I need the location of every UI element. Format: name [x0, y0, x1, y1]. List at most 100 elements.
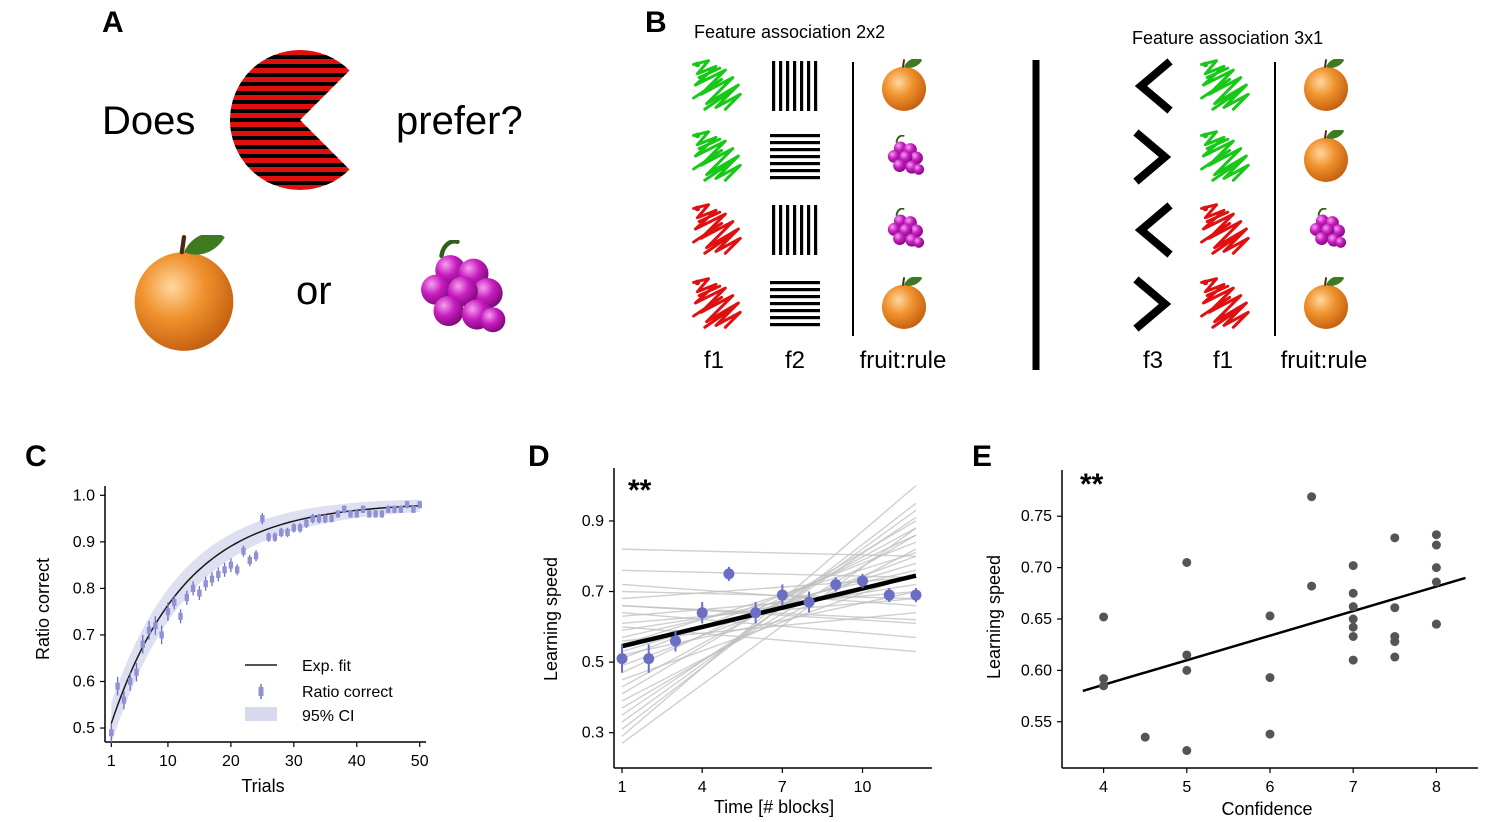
data-point — [1348, 631, 1358, 641]
pacman-creature-icon — [230, 50, 350, 190]
chart-c-ytick-label: 0.6 — [73, 673, 95, 690]
orange-icon — [1302, 277, 1350, 330]
data-point — [830, 578, 842, 590]
data-point — [115, 682, 120, 690]
right-table — [1133, 58, 1350, 332]
chart-e-ytick-label: 0.75 — [1021, 508, 1052, 525]
data-point — [291, 524, 297, 532]
chart-d-xtick-label: 10 — [854, 779, 872, 796]
data-point — [234, 566, 240, 574]
data-point — [348, 510, 353, 518]
or-label: or — [296, 269, 332, 313]
vertical-grating-icon — [772, 61, 818, 111]
panel-letter-c: C — [25, 440, 47, 473]
chart-c-ytick-label: 1.0 — [73, 487, 95, 504]
chevron-right-icon — [1133, 276, 1172, 332]
data-point — [109, 729, 114, 737]
legend-ratio-label: Ratio correct — [302, 684, 393, 701]
left-table-title: Feature association 2x2 — [694, 22, 885, 42]
data-point — [266, 533, 271, 541]
panel-a: A Does prefer? or — [102, 6, 523, 351]
chart-e-xtick-label: 4 — [1099, 779, 1108, 796]
f1-scribble-green-icon — [1200, 59, 1250, 111]
data-point — [616, 653, 628, 665]
chart-c-ylabel: Ratio correct — [33, 558, 53, 660]
subject-line — [621, 569, 916, 579]
chart-d-ytick-label: 0.9 — [582, 513, 604, 530]
data-point — [310, 515, 315, 523]
data-point — [335, 510, 341, 518]
data-point — [1390, 652, 1400, 662]
horizontal-grating-icon — [770, 134, 820, 180]
chart-c-xtick-label: 20 — [222, 753, 240, 770]
panel-letter-e: E — [972, 440, 992, 473]
chevron-right-icon — [1133, 129, 1172, 185]
data-point — [253, 552, 259, 560]
chart-c-ytick-label: 0.5 — [73, 720, 95, 737]
data-point — [323, 515, 328, 523]
chart-e-significance: ** — [1080, 468, 1104, 501]
data-point — [1348, 602, 1358, 612]
data-point — [197, 589, 202, 597]
data-point — [190, 584, 196, 592]
data-point — [1182, 650, 1192, 660]
chart-e-ytick-label: 0.60 — [1021, 662, 1052, 679]
chart-c-xtick-label: 50 — [411, 753, 429, 770]
chart-c-xtick-label: 10 — [159, 753, 177, 770]
chart-d-significance: ** — [628, 474, 652, 507]
data-point — [696, 607, 708, 619]
panel-d: D 1 4 7 10 0.3 0.5 0.7 0.9 ** Time [# blocks] L… — [528, 440, 932, 817]
data-point — [373, 510, 378, 518]
chart-e-xlabel: Confidence — [1221, 799, 1312, 819]
subject-line — [621, 502, 917, 730]
data-point — [165, 608, 171, 616]
data-point — [121, 696, 127, 704]
data-point — [1431, 563, 1441, 573]
subject-line — [621, 626, 917, 653]
data-point — [184, 594, 190, 602]
data-point — [669, 635, 681, 647]
data-point — [304, 519, 309, 527]
orange-icon — [1302, 130, 1350, 183]
does-label: Does — [102, 99, 195, 143]
data-point — [247, 556, 252, 564]
subject-line — [621, 590, 916, 600]
data-point — [1182, 746, 1192, 756]
f1-scribble-green-icon — [692, 59, 742, 111]
chart-e-ytick-label: 0.65 — [1021, 611, 1052, 628]
vertical-grating-icon — [772, 205, 818, 255]
data-point — [341, 505, 347, 513]
data-point — [228, 561, 234, 569]
chart-d-ytick-label: 0.7 — [582, 584, 604, 601]
data-point — [354, 510, 359, 518]
data-point — [643, 653, 655, 665]
exp-fit-line — [110, 504, 420, 724]
orange-icon — [1302, 59, 1350, 112]
data-point — [1099, 681, 1109, 691]
chart-e-xtick-label: 6 — [1266, 779, 1275, 796]
data-point — [159, 631, 164, 639]
right-table-title: Feature association 3x1 — [1132, 28, 1323, 48]
chart-e-xtick-label: 7 — [1349, 779, 1358, 796]
data-point — [803, 596, 815, 608]
data-point — [386, 505, 391, 513]
chart-e-xtick-label: 8 — [1432, 779, 1441, 796]
chart-d-ylabel: Learning speed — [541, 557, 561, 681]
data-point — [883, 589, 895, 601]
data-point — [1348, 588, 1358, 598]
data-point — [1182, 665, 1192, 675]
data-point — [750, 607, 762, 619]
chart-c-ytick-label: 0.8 — [73, 580, 95, 597]
chart-e-xtick-label: 5 — [1182, 779, 1191, 796]
data-point — [1431, 577, 1441, 587]
data-point — [360, 505, 366, 513]
data-point — [1390, 603, 1400, 613]
chart-e: 4 5 6 7 8 0.55 0.60 0.65 0.70 0.75 — [1021, 470, 1478, 796]
legend-ci-swatch — [245, 707, 277, 721]
data-point — [1348, 655, 1358, 665]
grapes-icon — [421, 241, 505, 332]
f1-scribble-red-icon — [1200, 277, 1250, 329]
right-col-label-fruit-rule: fruit:rule — [1281, 347, 1368, 374]
chart-d-xtick-label: 1 — [618, 779, 627, 796]
